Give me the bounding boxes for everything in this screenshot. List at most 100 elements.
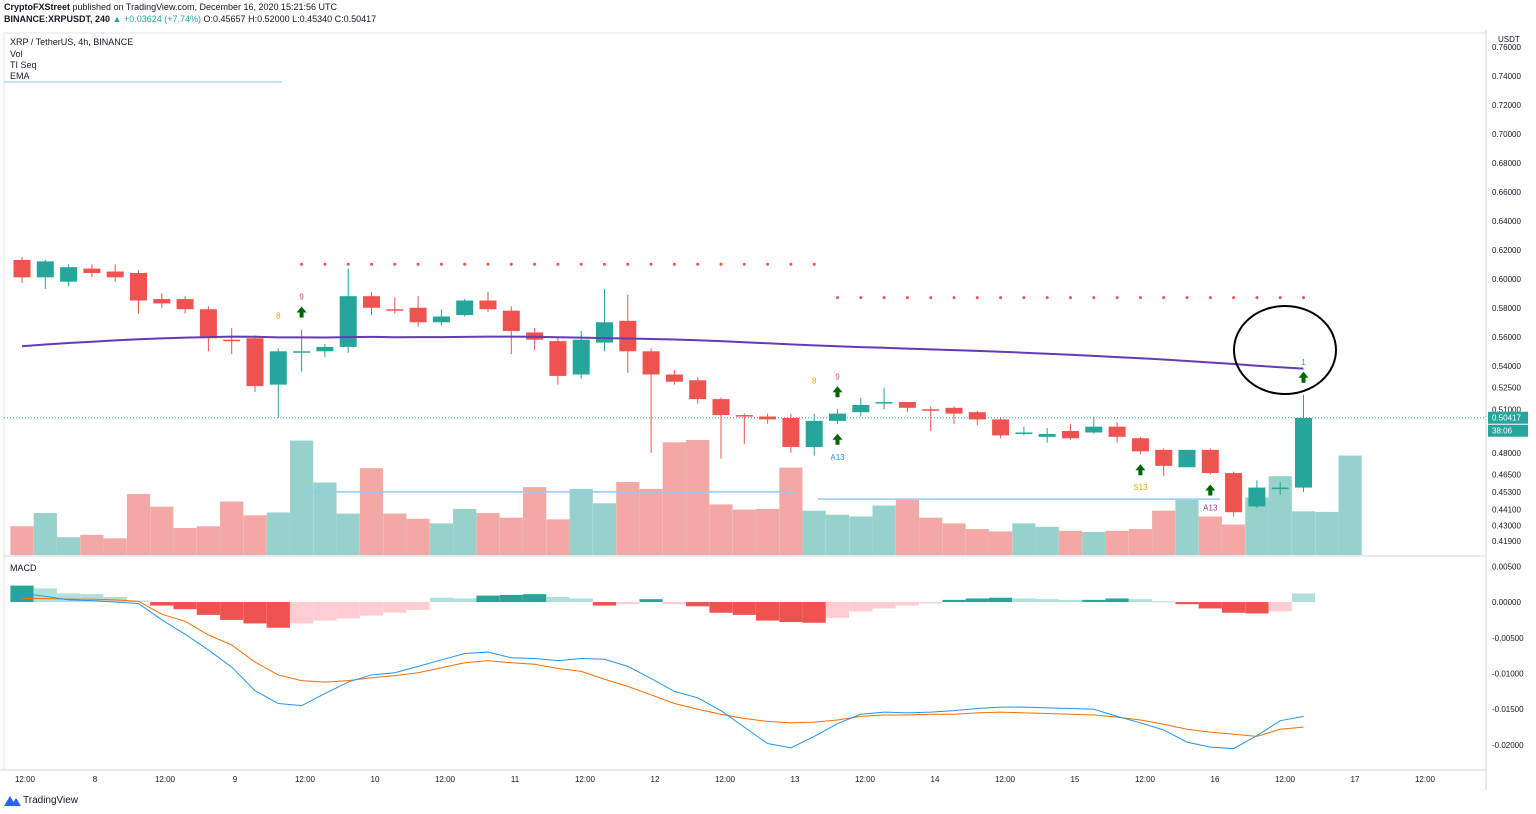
macd-histogram-bar [616, 602, 640, 605]
candle-body [875, 402, 893, 404]
legend-tiseq[interactable]: TI Seq [10, 60, 37, 70]
volume-bar [1291, 511, 1316, 555]
macd-histogram-bar [825, 602, 850, 618]
price-tick-label: 0.76000 [1492, 43, 1521, 52]
candle-body [176, 299, 194, 310]
candle-body [386, 309, 404, 311]
candle-body [246, 338, 264, 387]
tradingview-logo[interactable]: TradingView [4, 795, 78, 806]
candle-body [1062, 431, 1079, 439]
resistance-dot [370, 262, 373, 266]
volume-bar [290, 440, 314, 555]
macd-histogram-bar [989, 597, 1013, 603]
candle-body [409, 307, 427, 323]
volume-bar [1245, 497, 1269, 555]
resistance-dot [975, 296, 979, 300]
volume-bar [849, 516, 873, 555]
legend-macd[interactable]: MACD [10, 563, 37, 573]
price-tick-label: 0.41900 [1492, 537, 1521, 546]
candle-body [316, 346, 334, 352]
resistance-dot [1138, 296, 1142, 300]
resistance-dot [742, 262, 746, 266]
legend-vol[interactable]: Vol [10, 49, 23, 59]
resistance-dot [416, 262, 420, 266]
macd-histogram-bar [80, 594, 104, 603]
price-tick-label: 0.66000 [1492, 188, 1521, 197]
volume-bar [10, 526, 34, 555]
publisher-name[interactable]: CryptoFXStreet [4, 2, 71, 12]
countdown-text: 38:06 [1492, 427, 1513, 436]
volume-bar [1152, 510, 1176, 555]
candle-body [1131, 438, 1149, 452]
time-tick-label: 9 [233, 775, 238, 784]
macd-histogram-bar [779, 602, 803, 623]
legend-ema[interactable]: EMA [10, 71, 30, 81]
macd-histogram-bar [1012, 598, 1036, 603]
td-sequential-label: S13 [1133, 483, 1148, 492]
candle-body [689, 380, 707, 400]
resistance-dot [346, 262, 350, 266]
macd-histogram-bar [313, 602, 337, 621]
volume-bar [965, 529, 989, 555]
time-tick-label: 12:00 [995, 775, 1016, 784]
resistance-dot [1092, 296, 1096, 300]
volume-bar [57, 537, 81, 555]
buy-arrow-icon [832, 433, 843, 445]
candle-body [106, 271, 124, 278]
macd-histogram-bar [965, 598, 989, 603]
macd-tick-label: 0.00000 [1492, 598, 1521, 607]
resistance-dot [323, 262, 327, 266]
macd-histogram-bar [173, 602, 197, 610]
buy-arrow-icon [1135, 464, 1146, 476]
candle-body [456, 300, 474, 316]
resistance-dot [1045, 296, 1049, 300]
resistance-dot [719, 262, 723, 266]
time-tick-label: 14 [931, 775, 940, 784]
volume-bar [80, 534, 104, 555]
resistance-dot [999, 296, 1003, 300]
candle-body [735, 415, 753, 417]
macd-signal-line [22, 597, 1304, 737]
volume-bar [1198, 516, 1222, 555]
price-tick-label: 0.64000 [1492, 217, 1521, 226]
volume-bar [1128, 529, 1152, 555]
macd-histogram-bar [336, 602, 360, 619]
candle-body [596, 322, 613, 343]
macd-histogram-bar [1291, 593, 1316, 603]
candle-body [1015, 432, 1033, 434]
candle-body [432, 316, 450, 323]
macd-histogram-bar [662, 602, 686, 605]
candle-body [712, 399, 730, 416]
macd-histogram-bar [1105, 598, 1129, 603]
macd-histogram-bar [802, 602, 826, 623]
macd-histogram-bar [592, 602, 617, 606]
time-tick-label: 10 [371, 775, 380, 784]
resistance-dot [486, 262, 490, 266]
candle-body [1085, 426, 1103, 433]
macd-histogram-bar [290, 602, 314, 624]
resistance-dot [766, 262, 770, 266]
td-sequential-label: 8 [812, 377, 817, 386]
resistance-dot [556, 262, 560, 266]
resistance-dot [509, 262, 513, 266]
resistance-dot [1115, 296, 1119, 300]
legend-title[interactable]: XRP / TetherUS, 4h, BINANCE [10, 37, 134, 47]
volume-bar [802, 510, 826, 555]
resistance-dot [1162, 296, 1166, 300]
volume-bar [1035, 526, 1059, 555]
candle-body [1271, 487, 1289, 490]
macd-histogram-bar [1245, 602, 1269, 614]
macd-histogram-bar [1222, 602, 1246, 613]
price-tick-label: 0.68000 [1492, 159, 1521, 168]
resistance-dot [1278, 296, 1282, 300]
candle-body [1225, 473, 1243, 513]
time-tick-label: 12:00 [715, 775, 736, 784]
macd-histogram-bar [266, 602, 290, 628]
volume-bar [266, 512, 290, 555]
volume-bar [313, 482, 337, 555]
price-tick-label: 0.45300 [1492, 488, 1521, 497]
volume-bar [1105, 530, 1129, 555]
macd-tick-label: 0.00500 [1492, 562, 1521, 571]
macd-histogram-bar [429, 597, 453, 603]
